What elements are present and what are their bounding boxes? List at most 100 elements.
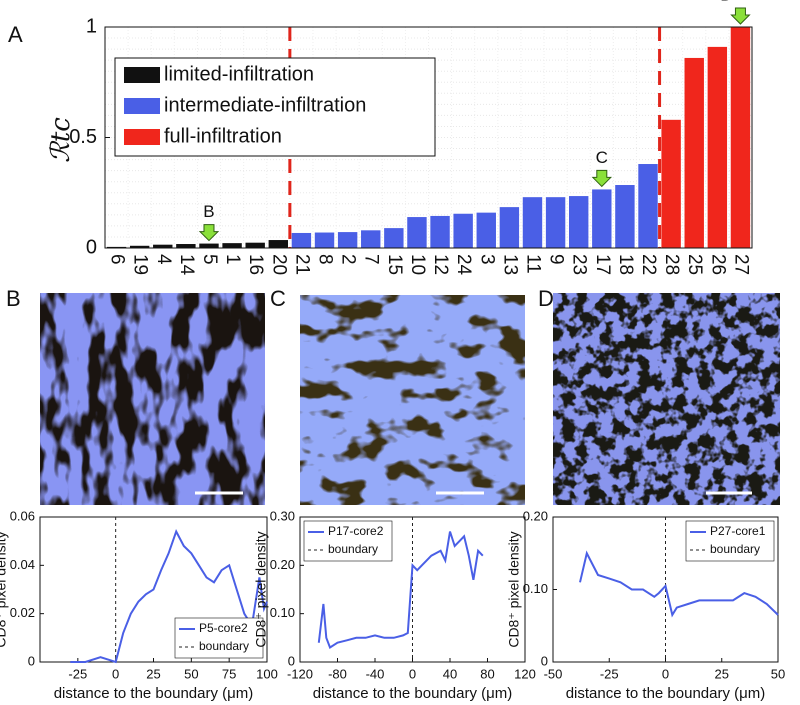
x-tick-label: 0 [662,666,669,681]
panel-label: C [270,286,286,311]
x-tick-label: 0 [112,666,119,681]
x-tick-label: 4 [153,254,174,265]
y-axis-label: CD8⁺ pixel density [0,531,9,647]
bar [361,230,381,248]
annotation-label: C [596,148,608,167]
x-tick-label: 6 [107,254,128,265]
micrograph-c [300,295,525,505]
legend: P27-core1 boundary [685,520,775,562]
x-tick-label: 27 [730,254,751,275]
panel-label: A [8,22,23,47]
x-tick-label: 25 [684,254,705,275]
bar [707,46,728,248]
x-tick-label: 26 [707,254,728,275]
x-tick-label: 10 [407,254,428,275]
x-tick-label: 24 [453,254,474,276]
x-tick-label: 11 [522,254,543,274]
legend-label: P27-core1 [710,524,766,538]
micrograph-b [40,293,265,505]
bar [545,197,566,248]
bar [314,232,335,248]
legend-label: P5-core2 [199,621,248,635]
x-tick-label: 50 [771,666,785,681]
bar [430,215,450,248]
x-tick-label: 75 [222,666,236,681]
x-tick-label: -120 [287,666,313,681]
x-tick-label: 18 [615,254,636,275]
legend: limited-infiltration intermediate-infiltr… [114,57,436,157]
bar [476,212,496,248]
y-tick-label: 0 [28,653,35,668]
x-tick-label: 2 [338,254,359,265]
legend-swatch [124,67,160,83]
annotation-label: D [720,0,732,4]
x-tick-label: 9 [546,254,567,265]
x-tick-label: 23 [569,254,590,275]
legend: P5-core2 boundary [174,617,264,659]
y-tick-label: 0 [541,653,548,668]
legend-label: full-infiltration [164,125,282,147]
legend-swatch [124,129,160,145]
series-line [579,550,779,618]
bar [106,246,127,248]
annotation-arrow [591,169,613,188]
y-axis-label: CD8⁺ pixel density [253,531,269,647]
x-tick-label: 1 [222,254,243,265]
bar [199,243,219,248]
legend-box [303,520,393,562]
x-tick-label: 40 [443,666,457,681]
bar [568,196,589,248]
legend-label: boundary [328,542,378,556]
bar [730,27,751,248]
y-tick-label: 0 [86,236,97,258]
micrograph-d [553,293,780,505]
x-tick-label: 120 [514,666,536,681]
legend-box [685,520,775,562]
bar [245,242,265,248]
x-tick-label: 25 [146,666,160,681]
y-tick-label: 0 [288,653,295,668]
bar [176,244,196,248]
x-axis-label: distance to the boundary (μm) [54,685,254,702]
x-tick-label: 50 [184,666,198,681]
x-axis-label: distance to the boundary (μm) [313,685,513,702]
series-line [317,531,484,650]
x-tick-label: -50 [544,666,563,681]
legend-swatch [124,98,160,114]
y-tick-label: 0.10 [523,581,548,596]
bar [661,119,681,248]
bar [384,228,404,248]
x-tick-label: 15 [384,254,405,275]
x-tick-label: 17 [592,254,613,275]
x-tick-label: 28 [661,254,682,275]
x-tick-label: 21 [291,254,312,275]
x-tick-label: 7 [361,254,382,265]
legend-label: boundary [199,639,249,653]
x-tick-label: 13 [499,254,520,275]
x-tick-label: -25 [68,666,87,681]
y-tick-label: 1 [86,15,97,37]
y-tick-label: 0.30 [270,508,295,523]
legend: P17-core2 boundary [303,520,393,562]
x-tick-label: -25 [600,666,619,681]
y-tick-label: 0.06 [10,508,35,523]
bar [453,213,473,248]
legend-label: limited-infiltration [164,63,314,85]
bar [407,217,427,248]
x-tick-label: 12 [430,254,451,275]
x-tick-label: 8 [315,254,336,265]
bar [337,232,358,248]
x-tick-label: 16 [245,254,266,275]
x-tick-label: 20 [268,254,289,275]
legend-label: boundary [710,542,760,556]
bar [222,243,242,248]
y-tick-label: 0.02 [10,605,35,620]
legend-label: P17-core2 [328,524,384,538]
bar [592,189,612,248]
bar [684,57,704,248]
series-line [70,528,268,664]
y-tick-label: 0.10 [270,605,295,620]
x-tick-label: 19 [130,254,151,275]
bar [615,185,635,248]
